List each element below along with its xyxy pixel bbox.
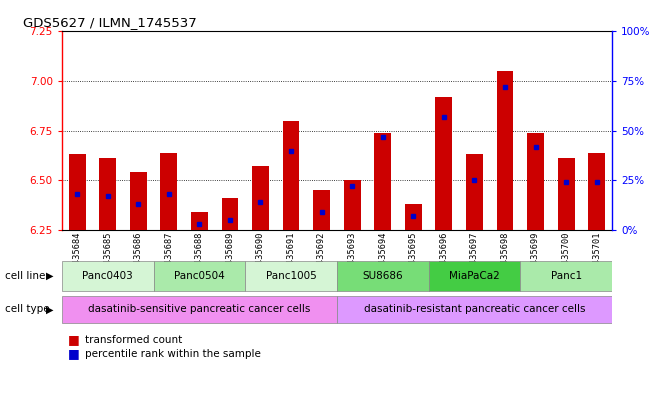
Bar: [428, 261, 520, 292]
Bar: [160, 152, 177, 230]
Text: cell line: cell line: [5, 271, 46, 281]
Text: ▶: ▶: [46, 271, 53, 281]
Text: Panc1: Panc1: [551, 271, 581, 281]
Bar: [130, 173, 146, 230]
Bar: [62, 261, 154, 292]
Text: Panc1005: Panc1005: [266, 271, 316, 281]
Text: cell type: cell type: [5, 305, 50, 314]
Bar: [337, 296, 612, 323]
Bar: [497, 71, 514, 230]
Text: Panc0403: Panc0403: [82, 271, 133, 281]
Text: ■: ■: [68, 333, 80, 347]
Bar: [405, 204, 422, 230]
Bar: [62, 296, 337, 323]
Bar: [69, 154, 85, 230]
Bar: [344, 180, 361, 230]
Text: dasatinib-resistant pancreatic cancer cells: dasatinib-resistant pancreatic cancer ce…: [364, 305, 585, 314]
Text: GDS5627 / ILMN_1745537: GDS5627 / ILMN_1745537: [23, 16, 197, 29]
Text: ■: ■: [68, 347, 80, 360]
Bar: [558, 158, 574, 230]
Text: dasatinib-sensitive pancreatic cancer cells: dasatinib-sensitive pancreatic cancer ce…: [88, 305, 311, 314]
Bar: [466, 154, 483, 230]
Text: ▶: ▶: [46, 305, 53, 314]
Bar: [527, 133, 544, 230]
Text: transformed count: transformed count: [85, 335, 182, 345]
Text: SU8686: SU8686: [363, 271, 403, 281]
Bar: [154, 261, 245, 292]
Bar: [337, 261, 428, 292]
Bar: [221, 198, 238, 230]
Bar: [374, 133, 391, 230]
Bar: [245, 261, 337, 292]
Text: Panc0504: Panc0504: [174, 271, 225, 281]
Bar: [436, 97, 452, 230]
Bar: [100, 158, 116, 230]
Bar: [313, 190, 330, 230]
Text: MiaPaCa2: MiaPaCa2: [449, 271, 500, 281]
Bar: [191, 212, 208, 230]
Bar: [589, 152, 605, 230]
Bar: [252, 166, 269, 230]
Text: percentile rank within the sample: percentile rank within the sample: [85, 349, 260, 359]
Bar: [283, 121, 299, 230]
Bar: [520, 261, 612, 292]
